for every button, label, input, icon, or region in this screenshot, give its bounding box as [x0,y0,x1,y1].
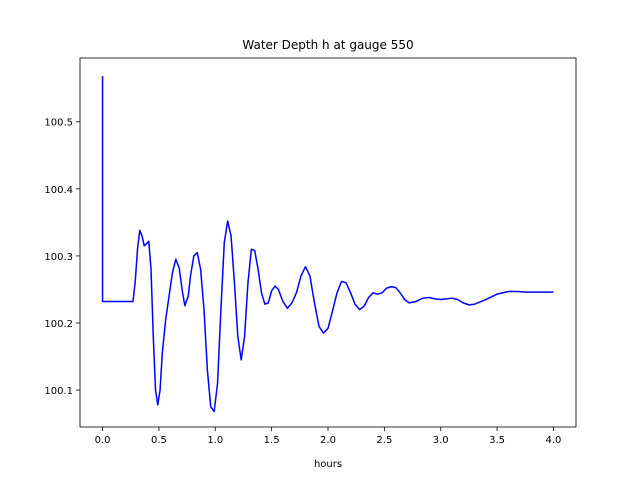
plot-area: 0.0 0.5 1.0 1.5 2.0 2.5 3.0 3.5 4.0 100.1 100.2 100… [44,57,577,446]
axes-frame [79,57,577,428]
x-tick-label: 2.0 [320,435,336,446]
x-axis-label: hours [314,459,342,470]
x-tick-label: 0.0 [95,435,111,446]
y-tick-label: 100.4 [44,185,73,196]
x-tick-label: 1.0 [207,435,223,446]
x-tick-label: 3.0 [433,435,449,446]
x-tick-label: 4.0 [546,435,562,446]
x-tick-label: 3.5 [489,435,505,446]
y-tick-label: 100.2 [44,319,73,330]
x-tick-label: 2.5 [376,435,392,446]
x-tick-label: 1.5 [264,435,280,446]
y-tick-label: 100.5 [44,118,73,129]
series-line-0 [101,76,554,413]
chart-title: Water Depth h at gauge 550 [242,38,413,52]
y-tick-label: 100.1 [44,386,73,397]
y-tick-label: 100.3 [44,252,73,263]
x-tick-label: 0.5 [151,435,167,446]
